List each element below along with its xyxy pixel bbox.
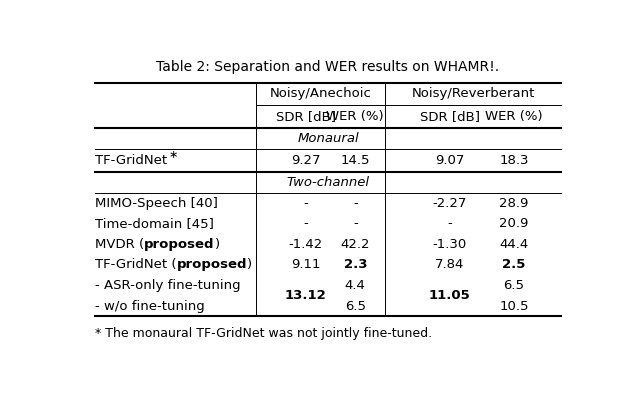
- Text: Two-channel: Two-channel: [287, 176, 369, 189]
- Text: MIMO-Speech [40]: MIMO-Speech [40]: [95, 197, 218, 210]
- Text: 42.2: 42.2: [340, 238, 370, 251]
- Text: proposed: proposed: [177, 259, 247, 272]
- Text: 44.4: 44.4: [499, 238, 529, 251]
- Text: 20.9: 20.9: [499, 217, 529, 230]
- Text: Noisy/Reverberant: Noisy/Reverberant: [412, 88, 535, 100]
- Text: WER (%): WER (%): [485, 110, 543, 123]
- Text: Table 2: Separation and WER results on WHAMR!.: Table 2: Separation and WER results on W…: [156, 60, 500, 74]
- Text: - w/o fine-tuning: - w/o fine-tuning: [95, 300, 205, 313]
- Text: 9.07: 9.07: [435, 154, 464, 167]
- Text: 7.84: 7.84: [435, 259, 464, 272]
- Text: Noisy/Anechoic: Noisy/Anechoic: [269, 88, 371, 100]
- Text: 9.11: 9.11: [291, 259, 321, 272]
- Text: WER (%): WER (%): [326, 110, 384, 123]
- Text: TF-GridNet (: TF-GridNet (: [95, 259, 177, 272]
- Text: -: -: [353, 197, 358, 210]
- Text: -: -: [447, 217, 452, 230]
- Text: 14.5: 14.5: [340, 154, 370, 167]
- Text: -2.27: -2.27: [433, 197, 467, 210]
- Text: SDR [dB]: SDR [dB]: [276, 110, 336, 123]
- Text: 18.3: 18.3: [499, 154, 529, 167]
- Text: ∗: ∗: [168, 150, 178, 160]
- Text: 2.3: 2.3: [344, 259, 367, 272]
- Text: * The monaural TF-GridNet was not jointly fine-tuned.: * The monaural TF-GridNet was not jointl…: [95, 328, 432, 340]
- Text: -: -: [303, 217, 308, 230]
- Text: -1.42: -1.42: [289, 238, 323, 251]
- Text: SDR [dB]: SDR [dB]: [420, 110, 479, 123]
- Text: TF-GridNet: TF-GridNet: [95, 154, 167, 167]
- Text: -: -: [353, 217, 358, 230]
- Text: ): ): [247, 259, 252, 272]
- Text: Time-domain [45]: Time-domain [45]: [95, 217, 214, 230]
- Text: 9.27: 9.27: [291, 154, 321, 167]
- Text: 13.12: 13.12: [285, 289, 326, 302]
- Text: 6.5: 6.5: [504, 279, 525, 292]
- Text: 6.5: 6.5: [345, 300, 366, 313]
- Text: 4.4: 4.4: [345, 279, 365, 292]
- Text: ): ): [214, 238, 220, 251]
- Text: 11.05: 11.05: [429, 289, 470, 302]
- Text: Monaural: Monaural: [297, 132, 359, 145]
- Text: -1.30: -1.30: [433, 238, 467, 251]
- Text: proposed: proposed: [144, 238, 214, 251]
- Text: MVDR (: MVDR (: [95, 238, 144, 251]
- Text: 2.5: 2.5: [502, 259, 525, 272]
- Text: 28.9: 28.9: [499, 197, 529, 210]
- Text: - ASR-only fine-tuning: - ASR-only fine-tuning: [95, 279, 241, 292]
- Text: -: -: [303, 197, 308, 210]
- Text: 10.5: 10.5: [499, 300, 529, 313]
